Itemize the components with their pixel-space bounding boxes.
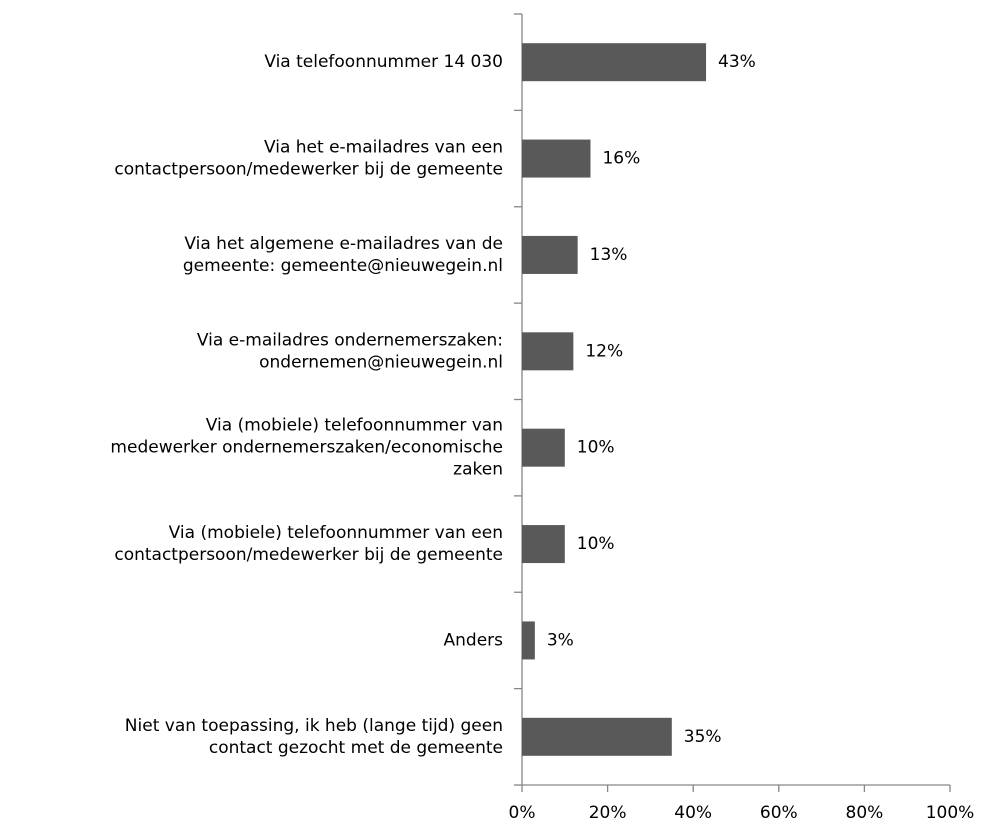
value-label: 12%	[585, 341, 623, 361]
bar	[522, 235, 578, 274]
category-label: Niet van toepassing, ik heb (lange tijd)…	[125, 716, 503, 758]
bar	[522, 717, 672, 756]
bar	[522, 525, 565, 564]
category-label: Via (mobiele) telefoonnummer van een cont…	[114, 523, 503, 565]
category-label: Via het e-mailadres van een contactpersoo…	[114, 138, 503, 180]
x-tick-label: 80%	[846, 803, 884, 823]
x-tick-label: 20%	[589, 803, 627, 823]
value-label: 10%	[577, 534, 615, 554]
bar	[522, 332, 574, 371]
category-label: Anders	[444, 630, 504, 650]
bar	[522, 139, 591, 178]
category-label: Via (mobiele) telefoonnummer van medewerk…	[110, 416, 503, 480]
category-label: Via telefoonnummer 14 030	[264, 52, 503, 72]
x-tick-label: 100%	[926, 803, 975, 823]
bar	[522, 43, 707, 82]
value-label: 35%	[684, 727, 722, 747]
x-tick-label: 40%	[674, 803, 712, 823]
category-label: Via e-mailadres ondernemerszaken: onderne…	[197, 330, 503, 372]
value-label: 16%	[602, 149, 640, 169]
x-tick-label: 60%	[760, 803, 798, 823]
value-label: 13%	[590, 245, 628, 265]
bar	[522, 428, 565, 467]
x-tick-label: 0%	[509, 803, 536, 823]
value-label: 10%	[577, 438, 615, 458]
value-label: 43%	[718, 52, 756, 72]
value-label: 3%	[547, 630, 574, 650]
bar	[522, 621, 535, 660]
category-label: Via het algemene e-mailadres van de gemee…	[183, 234, 503, 276]
